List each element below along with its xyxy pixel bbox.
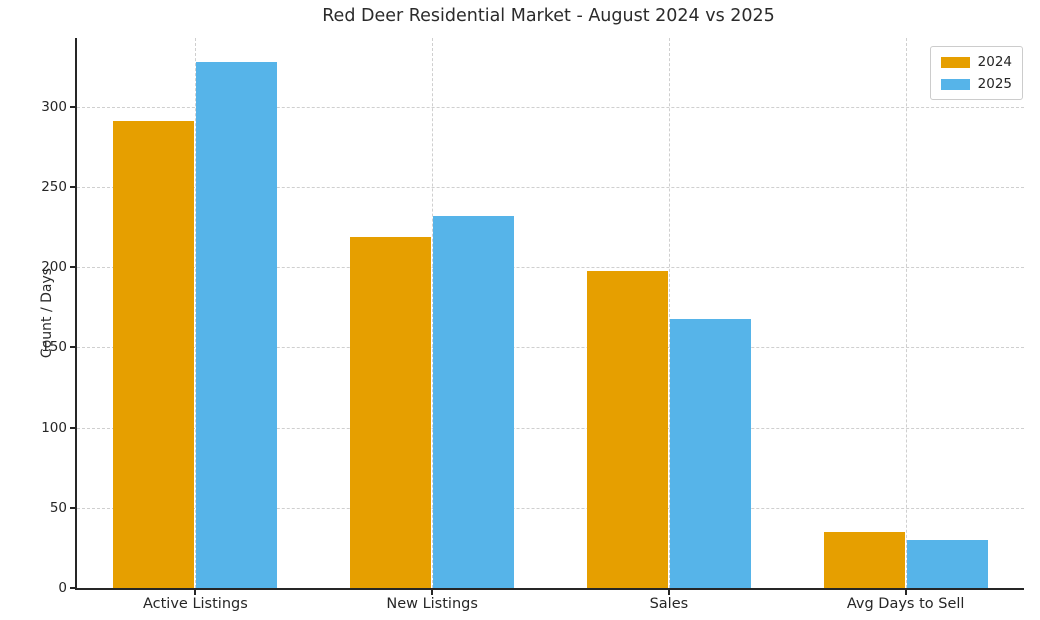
hgridline-100 [77,427,1024,429]
vgridline-sales [668,38,670,588]
hgridline-200 [77,267,1024,269]
y-tick-label-0: 0 [58,580,67,596]
y-tick-label-150: 150 [41,339,67,356]
legend-swatch-2025 [940,78,970,90]
legend: 2024 2025 [929,46,1023,100]
legend-item-2025: 2025 [940,76,1012,92]
x-tick-label-sales: Sales [649,596,689,612]
y-tick-label-100: 100 [41,419,67,436]
bar-2025-new-listings [433,216,515,588]
y-tick-mark-250 [70,186,75,189]
vgridline-new-listings [432,38,434,588]
y-tick-mark-150 [70,346,75,349]
vgridline-avg-days-to-sell [905,38,907,588]
x-tick-label-avg-days-to-sell: Avg Days to Sell [846,596,965,612]
x-tick-mark-avg-days-to-sell [904,590,907,595]
y-tick-label-50: 50 [49,499,67,516]
x-tick-mark-new-listings [431,590,434,595]
bar-2024-sales [586,270,668,588]
y-tick-mark-200 [70,266,75,269]
legend-swatch-2024 [940,56,970,68]
bar-2024-new-listings [350,236,432,588]
bar-2024-active-listings [113,121,195,588]
chart-title: Red Deer Residential Market - August 202… [322,6,775,26]
hgridline-150 [77,347,1024,349]
plot-area: 0 50 100 150 200 250 300 Active Listings New Lis… [41,38,1024,612]
legend-label-2024: 2024 [977,54,1012,70]
vgridline-active-listings [195,38,197,588]
x-tick-label-active-listings: Active Listings [142,596,248,612]
bar-2025-active-listings [196,62,278,588]
y-tick-mark-100 [70,426,75,429]
x-tick-label-new-listings: New Listings [386,596,478,612]
x-tick-mark-sales [667,590,670,595]
legend-item-2024: 2024 [940,54,1012,70]
bar-2025-sales [669,318,751,588]
bar-2024-avg-days-to-sell [823,531,905,588]
y-tick-mark-50 [70,506,75,509]
hgridline-50 [77,507,1024,509]
y-tick-label-200: 200 [41,259,67,276]
legend-label-2025: 2025 [977,76,1012,92]
hgridline-300 [77,106,1024,108]
y-tick-label-250: 250 [41,179,67,196]
bar-2025-avg-days-to-sell [906,539,988,588]
y-tick-mark-0 [70,587,75,589]
y-tick-label-300: 300 [41,98,67,115]
y-tick-mark-300 [70,105,75,108]
x-tick-mark-active-listings [194,590,197,595]
hgridline-250 [77,187,1024,189]
